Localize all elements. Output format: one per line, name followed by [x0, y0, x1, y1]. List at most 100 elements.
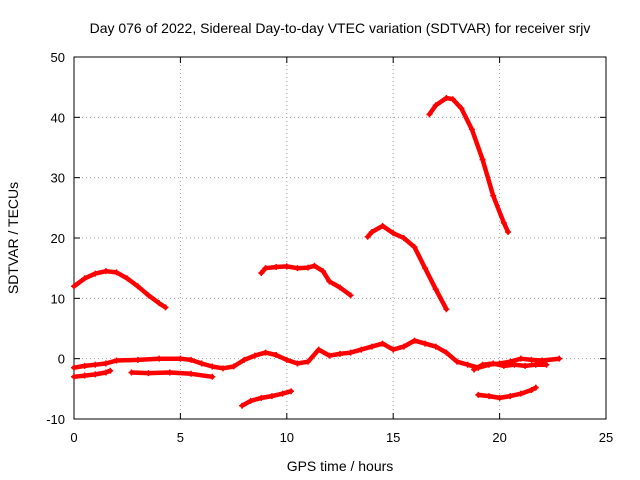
data-point [134, 356, 141, 363]
data-point [522, 362, 529, 369]
data-point [262, 349, 269, 356]
data-point [268, 393, 275, 400]
x-tick-label: 20 [492, 430, 506, 445]
data-point [156, 355, 163, 362]
data-point [443, 349, 450, 356]
y-tick-label: 10 [51, 291, 65, 306]
y-tick-label: 40 [51, 110, 65, 125]
data-point [432, 102, 439, 109]
data-point [390, 230, 397, 237]
data-point [432, 343, 439, 350]
data-point [528, 387, 535, 394]
data-point [475, 391, 482, 398]
series-group [71, 95, 563, 409]
data-point [517, 355, 524, 362]
data-point [81, 275, 88, 282]
data-point [532, 384, 539, 391]
series-line-arc-1 [71, 268, 168, 310]
data-point [400, 343, 407, 350]
data-point [288, 388, 295, 395]
data-point [209, 363, 216, 370]
data-point [358, 346, 365, 353]
data-point [251, 352, 258, 359]
data-point [124, 275, 131, 282]
data-point [273, 352, 280, 359]
data-point [454, 358, 461, 365]
data-point [479, 156, 486, 163]
data-point [443, 95, 450, 102]
data-point [400, 235, 407, 241]
x-tick-label: 10 [280, 430, 294, 445]
data-point [71, 283, 77, 290]
data-point [283, 356, 290, 363]
data-point [102, 369, 109, 376]
data-point [145, 292, 152, 299]
data-point [490, 360, 497, 367]
series-line-arc-2 [259, 263, 353, 298]
y-tick-label: 30 [51, 171, 65, 186]
data-point [464, 361, 471, 368]
data-point [507, 393, 514, 400]
data-point [315, 346, 322, 353]
data-point [379, 340, 386, 347]
data-point [258, 394, 265, 401]
data-point [443, 306, 450, 313]
data-point [188, 356, 195, 363]
data-point [496, 394, 503, 401]
data-point [134, 283, 141, 290]
data-point [81, 372, 88, 379]
data-point [283, 263, 290, 270]
data-point [209, 373, 216, 380]
data-point [458, 105, 465, 112]
x-tick-label: 15 [386, 430, 400, 445]
axis-ticks: 0 5 10 15 20 25 -10 0 10 20 30 40 50 [46, 50, 613, 445]
data-point [511, 361, 518, 368]
data-point [347, 292, 354, 299]
data-point [128, 369, 135, 376]
data-point [411, 337, 418, 344]
data-point [239, 402, 246, 409]
data-point [471, 366, 478, 373]
data-point [92, 371, 99, 378]
data-point [347, 349, 354, 356]
data-point [517, 390, 524, 397]
data-point [258, 269, 265, 276]
x-tick-label: 0 [70, 430, 77, 445]
data-point [145, 370, 152, 377]
data-point [273, 263, 280, 270]
data-point [485, 393, 492, 400]
y-axis-label: SDTVAR / TECUs [5, 182, 21, 294]
data-point [422, 340, 429, 347]
y-tick-label: 50 [51, 50, 65, 65]
data-point [107, 367, 114, 374]
data-point [543, 361, 550, 368]
data-point [500, 362, 507, 369]
data-point [113, 357, 120, 364]
data-point [198, 360, 205, 367]
data-point [432, 286, 439, 293]
data-point [368, 343, 375, 350]
data-point [71, 373, 77, 380]
data-point [219, 365, 226, 372]
data-point [102, 360, 109, 367]
data-point [188, 370, 195, 377]
grid [74, 57, 606, 419]
data-point [162, 304, 169, 311]
data-point [337, 284, 343, 291]
data-point [379, 222, 386, 229]
data-point [468, 126, 475, 133]
data-point [166, 369, 173, 376]
data-point [319, 268, 326, 275]
data-point [305, 358, 312, 365]
y-tick-label: 20 [51, 231, 65, 246]
data-point [368, 228, 375, 235]
data-point [490, 192, 497, 199]
data-point [505, 228, 512, 235]
chart-title: Day 076 of 2022, Sidereal Day-to-day VTE… [90, 20, 591, 36]
data-point [411, 244, 418, 251]
data-point [113, 269, 120, 276]
data-point [305, 264, 312, 271]
data-point [426, 111, 433, 118]
data-point [230, 363, 237, 370]
